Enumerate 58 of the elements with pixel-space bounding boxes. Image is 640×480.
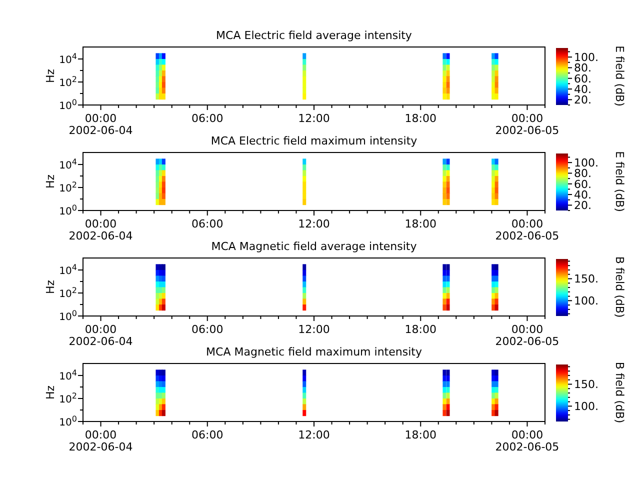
x-tick-label: 12:00 — [298, 218, 330, 230]
y-tick-label: 10$^{2}$ — [59, 180, 77, 194]
color-bar-label: 100. — [574, 156, 598, 170]
y-tick-label: 10$^{4}$ — [59, 156, 77, 172]
x-tick-label: 00:00 2002-06-05 — [495, 112, 560, 137]
x-tick-label: 12:00 — [298, 112, 330, 125]
x-tick-label: 06:00 — [192, 323, 224, 336]
color-bar-label: 60. — [574, 72, 592, 86]
y-axis-title: Hz — [44, 174, 57, 189]
y-tick-label: 10$^{4}$ — [59, 51, 77, 66]
color-bar-label: 100. — [574, 51, 598, 64]
y-axis-title: Hz — [44, 68, 57, 84]
color-bar-label: 40. — [574, 188, 592, 202]
x-tick-label: 06:00 — [192, 428, 224, 442]
color-bar-label: 150. — [574, 272, 598, 286]
x-tick-label: 06:00 — [192, 112, 224, 125]
y-axis-title: Hz — [44, 280, 57, 294]
color-bar-label: 80. — [574, 167, 592, 180]
x-tick-label: 00:00 2002-06-04 — [68, 323, 133, 348]
x-tick-label: 12:00 — [298, 323, 330, 336]
chart-title: MCA Magnetic field average intensity — [211, 240, 418, 253]
color-bar-title: B field (dB) — [613, 362, 626, 424]
x-tick-label: 00:00 2002-06-05 — [495, 323, 560, 348]
color-bar-label: 20. — [574, 199, 592, 212]
y-tick-label: 10$^{0}$ — [59, 414, 77, 428]
y-axis-title: Hz — [44, 385, 57, 400]
color-bar-label: 40. — [574, 83, 592, 96]
color-bar-label: 100. — [574, 294, 598, 308]
x-tick-label: 00:00 2002-06-04 — [68, 428, 133, 454]
color-bar-title: E field (dB) — [613, 151, 626, 212]
color-bar-title: E field (dB) — [613, 46, 626, 106]
y-tick-label: 10$^{0}$ — [59, 203, 77, 218]
color-bar-title: B field (dB) — [613, 256, 626, 318]
x-tick-label: 00:00 2002-06-04 — [68, 218, 133, 242]
y-tick-label: 10$^{4}$ — [59, 368, 77, 382]
color-bar-label: 150. — [574, 378, 598, 392]
chart-title: MCA Magnetic field maximum intensity — [206, 346, 422, 358]
x-tick-label: 18:00 — [404, 112, 436, 125]
x-tick-label: 18:00 — [404, 428, 436, 442]
x-tick-label: 18:00 — [404, 218, 436, 230]
color-bar-label: 80. — [574, 62, 592, 75]
y-tick-label: 10$^{0}$ — [59, 98, 77, 112]
x-tick-label: 00:00 2002-06-05 — [495, 218, 560, 242]
chart-title: MCA Electric field maximum intensity — [210, 134, 418, 148]
x-tick-label: 00:00 2002-06-04 — [68, 112, 133, 137]
color-bar-label: 100. — [574, 400, 598, 414]
x-tick-label: 18:00 — [404, 323, 436, 336]
x-tick-label: 00:00 2002-06-05 — [495, 428, 560, 454]
chart-title: MCA Electric field average intensity — [216, 29, 412, 42]
y-tick-label: 10$^{4}$ — [59, 262, 77, 277]
color-bar-label: 20. — [574, 94, 592, 107]
y-tick-label: 10$^{2}$ — [59, 390, 77, 406]
y-tick-label: 10$^{2}$ — [59, 285, 77, 300]
y-tick-label: 10$^{0}$ — [59, 308, 77, 323]
x-tick-label: 12:00 — [298, 428, 330, 442]
color-bar-label: 60. — [574, 178, 592, 191]
y-tick-label: 10$^{2}$ — [59, 74, 77, 89]
x-tick-label: 06:00 — [192, 218, 224, 230]
